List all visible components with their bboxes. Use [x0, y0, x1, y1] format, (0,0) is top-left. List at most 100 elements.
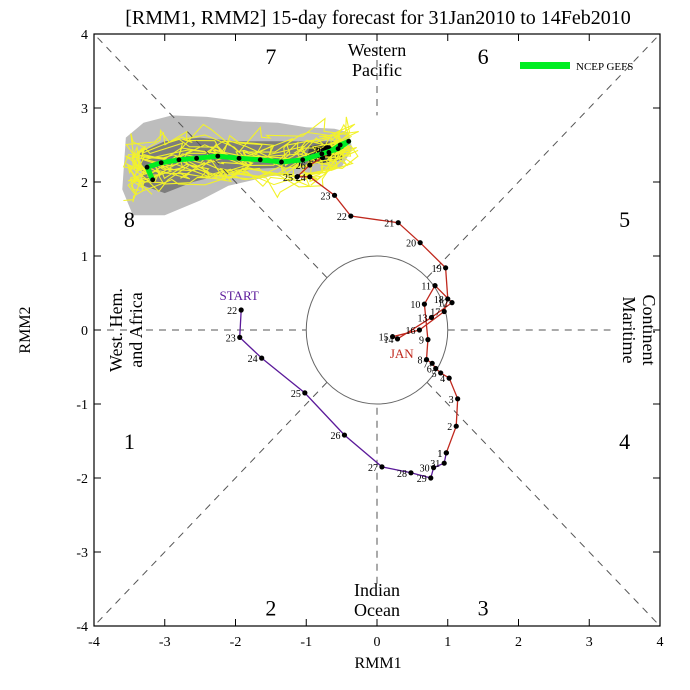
start-label: START	[219, 288, 258, 303]
ensemble-mean-point	[346, 138, 352, 144]
member-track	[131, 134, 352, 165]
phase-number: 7	[265, 44, 276, 69]
x-tick-label: 2	[515, 635, 522, 650]
ensemble-mean-point	[144, 164, 150, 170]
december-day-label: 22	[227, 306, 237, 317]
december-point	[238, 307, 244, 313]
guide-diagonal	[426, 381, 661, 627]
january-day-label: 9	[419, 336, 424, 347]
region-label-bottom: Ocean	[354, 600, 400, 620]
january-day-label: 2	[447, 422, 452, 433]
x-tick-label: 3	[586, 635, 593, 650]
january-day-label: 10	[410, 300, 420, 311]
member-track	[125, 130, 359, 172]
region-label-left: and Africa	[126, 292, 146, 367]
member-track	[125, 123, 356, 176]
december-day-label: 27	[368, 463, 378, 474]
january-point	[348, 213, 354, 219]
december-point	[441, 460, 447, 466]
ensemble-mean-point	[326, 150, 332, 155]
guide-diagonal	[93, 381, 328, 627]
january-point	[446, 375, 452, 381]
january-point	[307, 162, 313, 168]
ensemble-mean-point	[176, 157, 182, 163]
january-day-label: 23	[321, 191, 331, 202]
january-point	[443, 265, 449, 271]
y-tick-label: -3	[76, 546, 88, 561]
region-label-top: Pacific	[352, 60, 402, 80]
y-tick-label: 4	[81, 28, 88, 43]
ensemble-members	[122, 116, 359, 203]
legend: NCEP GEFS	[520, 61, 633, 73]
december-day-label: 28	[397, 469, 407, 480]
ensemble-mean-point	[215, 153, 221, 159]
december-point	[431, 465, 437, 471]
january-point	[453, 423, 459, 429]
december-point	[428, 475, 434, 481]
member-track	[127, 132, 346, 175]
ensemble-mean-point	[150, 177, 156, 183]
legend-swatch	[520, 62, 570, 69]
january-day-label: 20	[406, 239, 416, 250]
january-point	[394, 336, 401, 342]
guide-diagonal	[426, 33, 661, 279]
x-tick-label: -4	[88, 635, 100, 650]
y-tick-label: -1	[76, 398, 88, 413]
january-point	[416, 327, 423, 333]
january-point	[389, 334, 396, 340]
january-day-label: 18	[434, 295, 444, 306]
january-day-label: 17	[430, 308, 440, 319]
january-day-label: 5	[432, 369, 437, 380]
december-point	[408, 470, 414, 476]
december-day-label: 30	[420, 464, 430, 475]
january-day-label: 7	[423, 359, 428, 370]
legend-label: NCEP GEFS	[576, 61, 633, 73]
unit-circle	[305, 255, 449, 405]
january-point	[395, 220, 401, 226]
ensemble-mean-point	[300, 157, 306, 163]
january-point	[417, 240, 423, 246]
ensemble-mean-point	[158, 160, 164, 166]
january-day-label: 30	[313, 146, 323, 157]
region-label-bottom: Indian	[354, 580, 400, 600]
january-point	[433, 365, 439, 372]
december-point	[341, 432, 348, 438]
january-day-label: 25	[283, 173, 293, 184]
member-track	[132, 139, 347, 182]
phase-guides	[93, 33, 661, 627]
region-label-top: Western	[348, 40, 407, 60]
ensemble-mean-point	[335, 146, 341, 152]
december-point	[379, 464, 385, 470]
january-day-label: 13	[417, 313, 427, 324]
guide-diagonal	[93, 33, 328, 279]
december-point	[302, 390, 308, 396]
january-day-label: 26	[296, 161, 306, 172]
region-label-right: Maritime	[619, 297, 639, 364]
phase-number: 1	[124, 429, 135, 454]
y-tick-label: 0	[81, 324, 88, 339]
december-day-label: 23	[226, 333, 236, 344]
december-point	[237, 334, 243, 340]
january-point	[421, 301, 428, 307]
january-day-label: 21	[384, 219, 394, 230]
phase-number: 2	[265, 596, 276, 621]
phase-number: 5	[619, 207, 630, 232]
january-day-label: 16	[405, 326, 415, 337]
january-point	[428, 314, 435, 321]
january-point	[425, 337, 431, 343]
x-tick-label: -2	[230, 635, 242, 650]
january-day-label: 22	[337, 212, 347, 223]
phase-number: 4	[619, 429, 630, 454]
january-point	[432, 283, 438, 289]
january-day-label: 1	[437, 449, 442, 460]
x-tick-label: 0	[374, 635, 381, 650]
y-tick-label: 3	[81, 102, 88, 117]
january-point	[307, 174, 313, 180]
january-point	[331, 192, 338, 198]
y-tick-label: -4	[76, 620, 88, 635]
